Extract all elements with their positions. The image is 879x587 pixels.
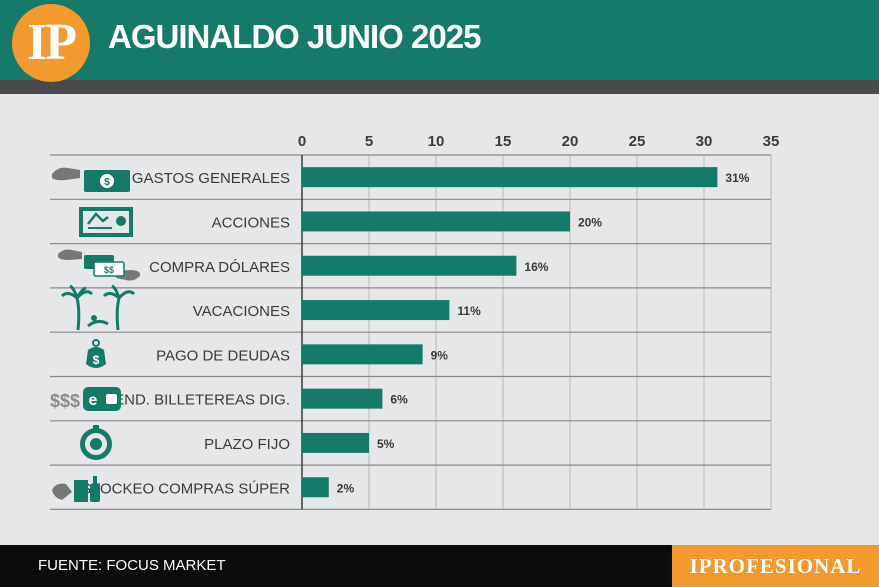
bar-6 (302, 388, 383, 409)
hammock (87, 319, 109, 328)
x-tick-label: 35 (763, 133, 780, 150)
bar-8 (302, 477, 329, 498)
x-tick-label: 0 (298, 133, 306, 150)
weight-body (86, 347, 106, 368)
category-label: PAGO DE DEUDAS (156, 347, 290, 364)
data-label: 9% (431, 348, 449, 362)
title-band (0, 0, 879, 80)
dollar-glyph: $$ (104, 265, 114, 275)
source-text: FUENTE: FOCUS MARKET (38, 557, 226, 574)
bar-5 (302, 344, 423, 365)
banknote-circle (100, 174, 114, 188)
bar-4 (302, 300, 450, 321)
palm-trunk-left (75, 297, 81, 331)
clock-crown (93, 425, 99, 430)
category-label: ACCIONES (212, 214, 290, 231)
dollar-glyph: $ (93, 353, 100, 367)
category-label: REND. BILLETEREAS DIG. (103, 392, 290, 409)
x-tick-label: 30 (696, 133, 713, 150)
header-shadow (0, 80, 879, 94)
wallet-body (83, 387, 121, 411)
category-label: PLAZO FIJO (204, 436, 290, 453)
ip-logo: IP (12, 4, 90, 82)
category-label: VACACIONES (193, 303, 290, 320)
category-label: COMPRA DÓLARES (149, 259, 290, 276)
x-tick-label: 5 (365, 133, 373, 150)
cash-hand-icon: $ (52, 167, 130, 192)
palm-trunk-right (115, 297, 121, 331)
bottle-body (90, 484, 100, 502)
palm-vacation-icon (60, 284, 136, 331)
chart-title: AGUINALDO JUNIO 2025 (108, 18, 481, 55)
grocery-icon (52, 476, 100, 502)
certificate-text-line (88, 227, 112, 229)
clock-coin (90, 438, 102, 450)
hand-shape (52, 167, 80, 181)
x-tick-label: 25 (629, 133, 646, 150)
digital-wallet-icon: $$$ e (50, 387, 121, 411)
banknote-2 (93, 261, 125, 277)
brand-badge: IPROFESIONAL (672, 545, 879, 587)
bar-1 (302, 167, 718, 188)
data-label: 6% (390, 393, 408, 407)
hand-left (58, 249, 82, 260)
bottle-neck (93, 476, 97, 484)
x-tick-label: 15 (495, 133, 512, 150)
palm-leaves-left (60, 284, 94, 300)
weight-ring (92, 339, 100, 347)
data-label: 16% (524, 260, 548, 274)
header: IP AGUINALDO JUNIO 2025 (0, 0, 879, 95)
e-glyph: e (89, 392, 98, 409)
dollar-exchange-icon: $$ (58, 249, 140, 281)
bar-2 (302, 211, 570, 232)
chart-line (87, 212, 109, 225)
fixed-term-clock-icon (80, 425, 112, 460)
footer: FUENTE: FOCUS MARKET IPROFESIONAL (0, 545, 879, 587)
category-label: STOCKEO COMPRAS SÚPER (81, 480, 290, 497)
stock-certificate-icon (79, 207, 133, 237)
palm-leaves-right (102, 284, 136, 300)
data-label: 31% (725, 171, 749, 185)
box-shape (74, 480, 88, 502)
data-label: 20% (578, 215, 602, 229)
meat-shape (52, 483, 72, 500)
x-tick-label: 10 (428, 133, 445, 150)
bar-7 (302, 432, 369, 453)
dollar-glyph: $ (104, 177, 110, 188)
dollar-signs: $$$ (50, 391, 80, 411)
data-label: 11% (457, 304, 481, 318)
debt-weight-icon: $ (86, 339, 106, 368)
x-tick-label: 20 (562, 133, 579, 150)
data-label: 2% (337, 481, 355, 495)
category-label: GASTOS GENERALES (132, 170, 290, 187)
data-label: 5% (377, 437, 395, 451)
certificate-seal (116, 216, 126, 226)
person-head (91, 315, 97, 321)
logo-text: IP (27, 14, 77, 71)
wallet-clasp (106, 394, 117, 404)
bar-3 (302, 255, 517, 276)
